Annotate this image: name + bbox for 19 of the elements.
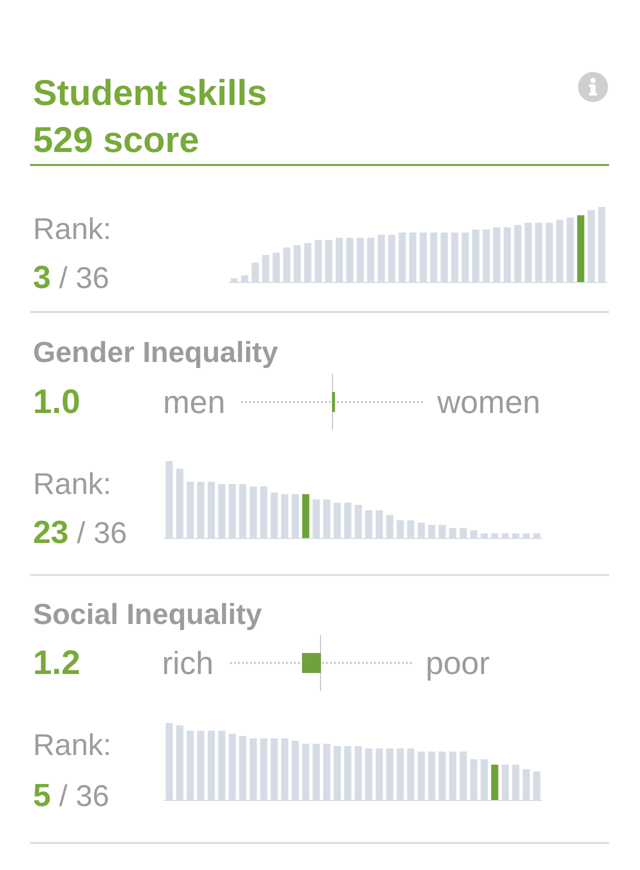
text: Rank: [33, 729, 112, 762]
chart-title: Student skills [33, 72, 268, 113]
text: 23 / 36 [33, 514, 127, 550]
bar [491, 764, 498, 800]
data-label: 1.2 [33, 644, 80, 682]
text: Gender Inequality [33, 337, 278, 369]
text: Rank: [33, 213, 112, 246]
text: rich [162, 645, 214, 681]
text: Rank: [33, 468, 112, 501]
text: 3 / 36 [33, 259, 110, 295]
text: Social Inequality [33, 599, 262, 631]
chart-subtitle: 529 score [33, 119, 200, 160]
text: women [437, 384, 540, 420]
text: poor [426, 645, 490, 681]
text: 5 / 36 [33, 777, 110, 813]
bar [302, 494, 310, 538]
data-label: 1.0 [33, 383, 80, 421]
text: men [163, 384, 226, 420]
bar [577, 215, 584, 282]
